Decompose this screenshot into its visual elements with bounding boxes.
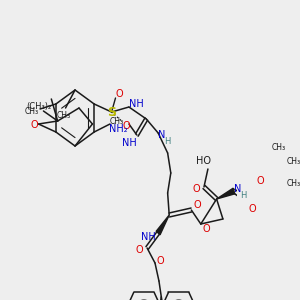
Polygon shape (156, 215, 169, 235)
Text: NH₂: NH₂ (109, 124, 127, 134)
Text: N: N (234, 184, 242, 194)
Text: O: O (192, 184, 200, 194)
Text: NH: NH (141, 232, 156, 242)
Text: CH₃: CH₃ (25, 107, 39, 116)
Text: NH: NH (122, 138, 136, 148)
Text: O: O (248, 204, 256, 214)
Text: H: H (164, 136, 171, 146)
Text: H: H (240, 191, 247, 200)
Text: N: N (158, 130, 166, 140)
Text: NH: NH (130, 99, 144, 109)
Text: CH₃: CH₃ (287, 158, 300, 166)
Text: O: O (256, 176, 264, 186)
Text: CH₃: CH₃ (287, 178, 300, 188)
Text: O: O (194, 200, 202, 210)
Text: HO: HO (196, 156, 211, 166)
Text: (CH₃)₂: (CH₃)₂ (26, 101, 51, 110)
Text: CH₃: CH₃ (271, 143, 285, 152)
Text: O: O (135, 245, 143, 255)
Text: CH₃: CH₃ (57, 112, 71, 121)
Text: O: O (31, 120, 38, 130)
Text: O: O (123, 121, 130, 131)
Text: O: O (116, 89, 123, 99)
Polygon shape (217, 188, 235, 199)
Text: O: O (202, 224, 210, 234)
Text: O: O (157, 256, 164, 266)
Text: S: S (107, 106, 116, 118)
Text: CH₃: CH₃ (109, 118, 123, 127)
